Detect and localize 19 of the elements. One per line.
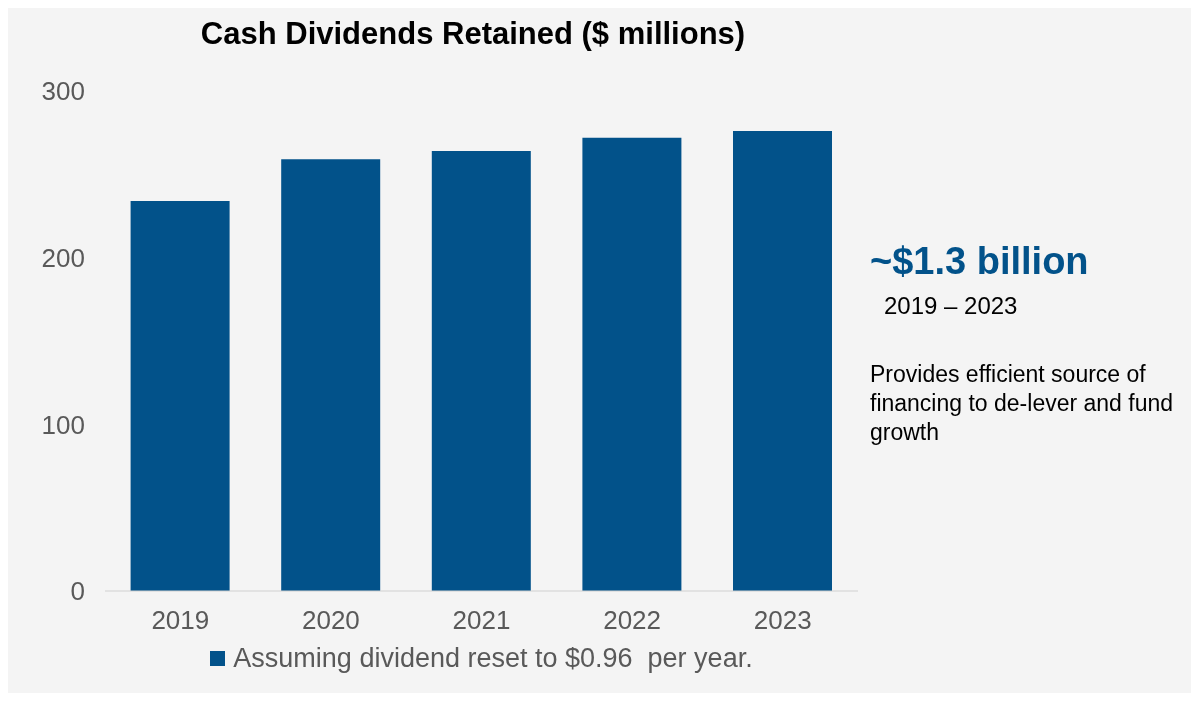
bar (733, 131, 832, 591)
text: Provides efficient source of financing to de-lever and fund growth (870, 360, 1175, 447)
y-tick-label: 100 (41, 409, 85, 440)
text: ~$1.3 billion (870, 240, 1089, 283)
bar (281, 159, 381, 591)
x-tick-label: 2020 (301, 605, 360, 636)
x-tick-label: 2023 (753, 605, 812, 636)
x-tick-label: 2022 (603, 605, 662, 636)
bar (582, 137, 682, 591)
chart-title: Cash Dividends Retained ($ millions) (199, 16, 747, 52)
y-tick-label: 200 (41, 242, 85, 273)
x-tick-label: 2019 (151, 605, 210, 636)
y-tick-label: 0 (70, 576, 85, 607)
text: 2019 – 2023 (884, 292, 1018, 320)
x-tick-label: 2021 (452, 605, 511, 636)
bar (431, 151, 531, 591)
legend-label: Assuming dividend reset to $0.96 per year. (233, 643, 753, 674)
y-tick-label: 300 (41, 76, 85, 107)
bar (130, 201, 230, 591)
